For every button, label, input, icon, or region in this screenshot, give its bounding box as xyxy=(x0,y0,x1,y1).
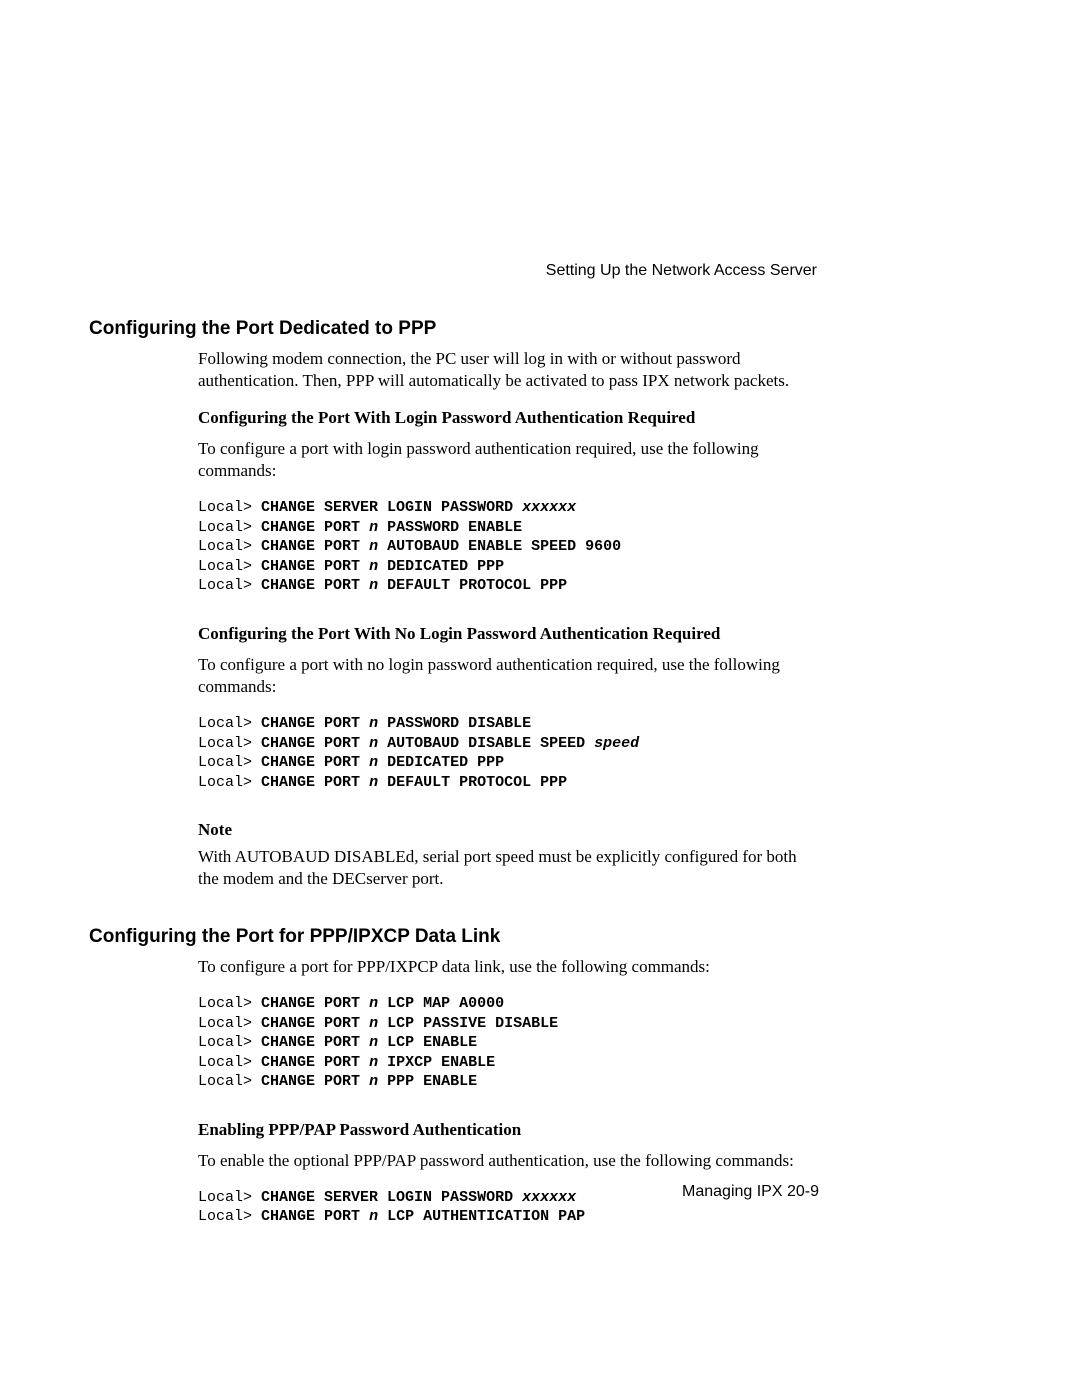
header-path: Setting Up the Network Access Server xyxy=(89,262,819,280)
section-heading-ppp: Configuring the Port Dedicated to PPP xyxy=(89,318,819,340)
sub1-text: To configure a port with login password … xyxy=(198,438,819,482)
code-block-3: Local> CHANGE PORT n LCP MAP A0000Local>… xyxy=(198,994,819,1092)
subheading-login-auth: Configuring the Port With Login Password… xyxy=(198,408,819,428)
note-text: With AUTOBAUD DISABLEd, serial port spee… xyxy=(198,846,819,890)
pap-text: To enable the optional PPP/PAP password … xyxy=(198,1150,819,1172)
note-heading: Note xyxy=(198,820,819,840)
page-content: Setting Up the Network Access Server Con… xyxy=(0,0,1080,1227)
section1-intro: Following modem connection, the PC user … xyxy=(198,348,819,392)
code-block-2: Local> CHANGE PORT n PASSWORD DISABLELoc… xyxy=(198,714,819,792)
sub2-text: To configure a port with no login passwo… xyxy=(198,654,819,698)
page-footer: Managing IPX 20-9 xyxy=(682,1183,819,1201)
code-block-1: Local> CHANGE SERVER LOGIN PASSWORD xxxx… xyxy=(198,498,819,596)
section-heading-ipxcp: Configuring the Port for PPP/IPXCP Data … xyxy=(89,926,819,948)
subheading-no-login-auth: Configuring the Port With No Login Passw… xyxy=(198,624,819,644)
subheading-pap: Enabling PPP/PAP Password Authentication xyxy=(198,1120,819,1140)
section2-intro: To configure a port for PPP/IXPCP data l… xyxy=(198,956,819,978)
